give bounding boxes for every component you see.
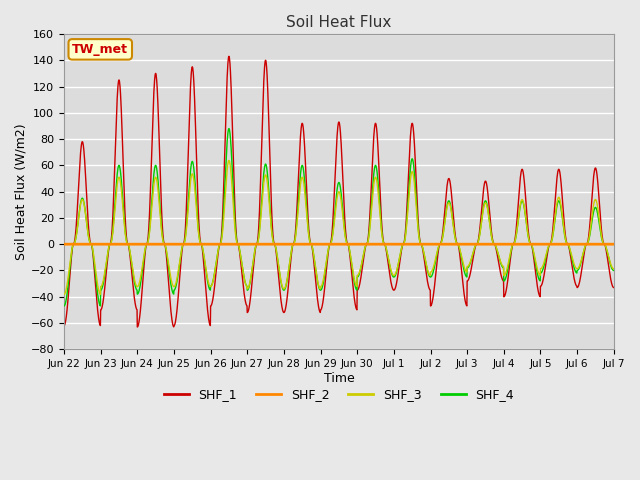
SHF_2 <box>499 241 506 247</box>
SHF_1 <box>225 53 233 59</box>
SHF_4 <box>367 212 374 217</box>
SHF_1 <box>577 274 584 279</box>
SHF_4 <box>213 253 221 259</box>
SHF_1 <box>214 256 221 262</box>
SHF_3 <box>225 157 233 163</box>
SHF_3 <box>213 253 221 259</box>
SHF_3 <box>355 271 363 277</box>
SHF_2 <box>60 241 68 247</box>
SHF_1 <box>134 324 141 330</box>
SHF_4 <box>355 273 363 278</box>
SHF_3 <box>499 263 506 269</box>
SHF_3 <box>561 235 569 240</box>
X-axis label: Time: Time <box>323 372 355 385</box>
SHF_3 <box>610 266 618 272</box>
Y-axis label: Soil Heat Flux (W/m2): Soil Heat Flux (W/m2) <box>15 123 28 260</box>
SHF_4 <box>561 235 569 241</box>
SHF_2 <box>355 241 362 247</box>
Line: SHF_3: SHF_3 <box>64 160 614 294</box>
SHF_1 <box>561 233 569 239</box>
Legend: SHF_1, SHF_2, SHF_3, SHF_4: SHF_1, SHF_2, SHF_3, SHF_4 <box>159 383 519 406</box>
SHF_4 <box>610 267 618 273</box>
SHF_4 <box>577 262 584 267</box>
Line: SHF_4: SHF_4 <box>64 129 614 306</box>
SHF_1 <box>367 191 375 196</box>
SHF_2 <box>610 241 618 247</box>
SHF_1 <box>499 277 507 283</box>
SHF_3 <box>60 291 68 297</box>
SHF_2 <box>576 241 584 247</box>
Title: Soil Heat Flux: Soil Heat Flux <box>286 15 392 30</box>
SHF_3 <box>577 260 584 266</box>
Text: TW_met: TW_met <box>72 43 128 56</box>
SHF_2 <box>561 241 569 247</box>
Line: SHF_1: SHF_1 <box>64 56 614 327</box>
SHF_4 <box>60 303 68 309</box>
SHF_2 <box>367 241 374 247</box>
SHF_2 <box>213 241 221 247</box>
SHF_4 <box>225 126 233 132</box>
SHF_1 <box>610 285 618 290</box>
SHF_1 <box>355 284 363 290</box>
SHF_3 <box>367 216 374 222</box>
SHF_1 <box>60 323 68 328</box>
SHF_4 <box>499 264 506 270</box>
